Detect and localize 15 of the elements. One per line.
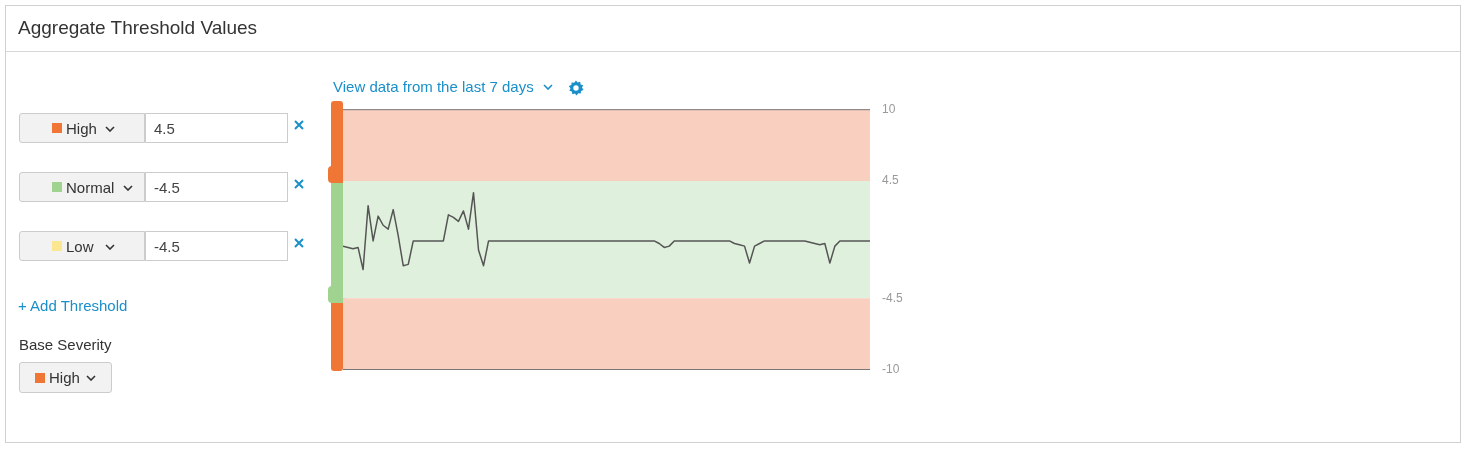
text: -4.5: [154, 179, 180, 196]
text: Normal: [66, 179, 115, 196]
text: 4.5: [154, 120, 175, 137]
text: Low: [66, 238, 94, 255]
text: High: [49, 369, 80, 386]
y-tick-label: 10: [882, 101, 896, 116]
text: + Add Threshold: [18, 297, 128, 314]
text: -4.5: [154, 238, 180, 255]
text: High: [66, 120, 97, 137]
y-tick-label: -10: [882, 362, 900, 377]
text: Aggregate Threshold Values: [18, 17, 258, 39]
chart-subtitle: View data from the last 7 days: [333, 78, 534, 95]
y-tick-label: 4.5: [882, 173, 900, 188]
text: Base Severity: [19, 336, 112, 353]
y-tick-label: -4.5: [882, 290, 903, 305]
